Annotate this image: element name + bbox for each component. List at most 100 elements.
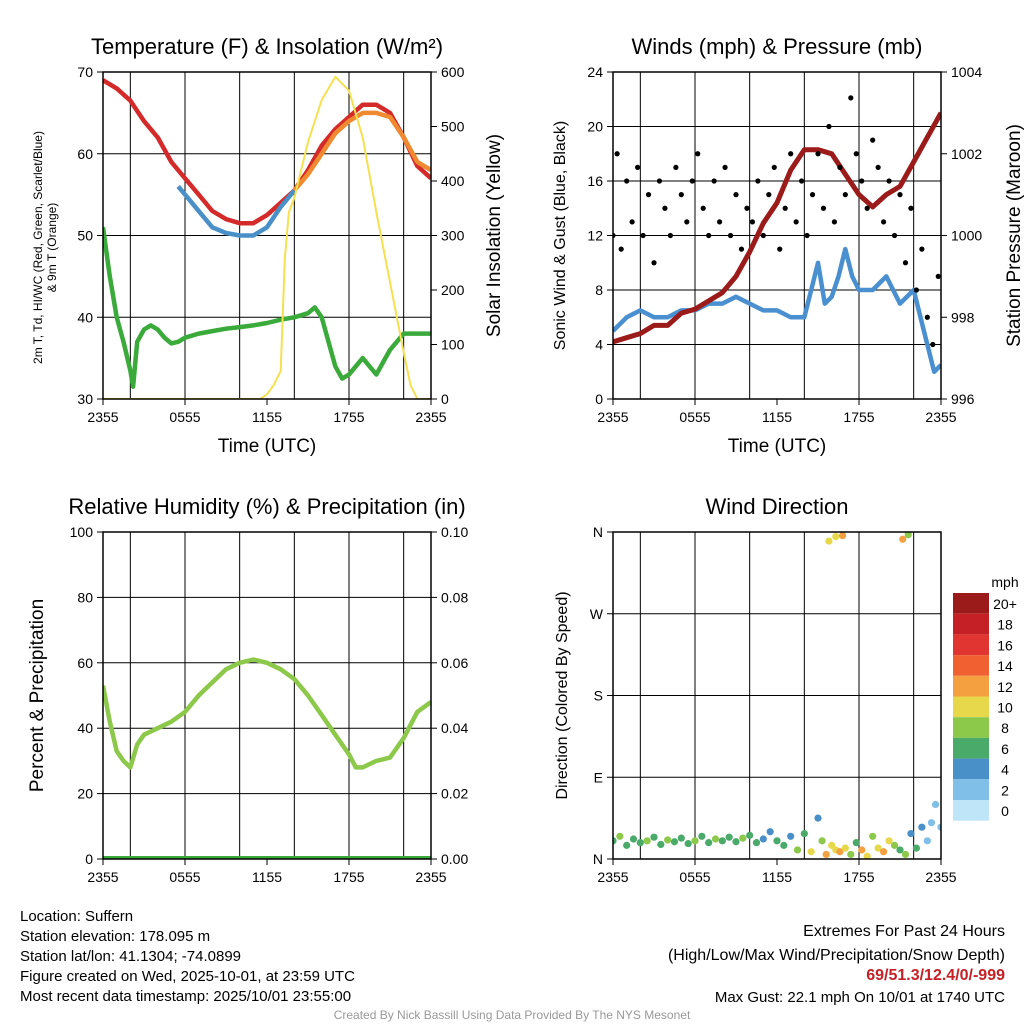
direction-point	[822, 850, 830, 859]
legend-label: 10	[997, 700, 1013, 716]
legend-label: 6	[1001, 741, 1009, 757]
gust-point	[859, 178, 865, 184]
gust-point	[935, 273, 941, 279]
series-line-wind	[613, 246, 941, 375]
panel-3	[607, 531, 942, 865]
y2-tick-label: 0.06	[441, 655, 468, 671]
gust-point	[645, 192, 652, 198]
x-tick-label: 0555	[679, 869, 710, 885]
y2-tick-label: 1004	[951, 64, 982, 80]
direction-point	[847, 850, 855, 859]
y-tick-label: 40	[77, 309, 93, 325]
y2-tick-label: 0.02	[441, 786, 468, 802]
y2-tick-label: 0.08	[441, 589, 468, 605]
y2-tick-label: 996	[951, 391, 975, 407]
y-tick-label: 40	[77, 720, 93, 736]
x-tick-label: 1755	[843, 869, 874, 885]
y2-tick-label: 998	[951, 309, 975, 325]
direction-point	[907, 829, 915, 838]
x-tick-label: 2355	[87, 409, 118, 425]
y-axis-label: Percent & Precipitation	[27, 599, 48, 792]
gust-point	[875, 164, 881, 170]
direction-point	[691, 837, 699, 845]
gust-point	[782, 205, 788, 211]
x-tick-label: 2355	[925, 869, 956, 885]
legend-label: 16	[997, 637, 1013, 653]
direction-point	[931, 800, 940, 809]
y-tick-label: 8	[595, 282, 603, 298]
gust-point	[700, 205, 706, 211]
gust-point	[635, 164, 641, 170]
gust-point	[744, 205, 750, 211]
chart-title: Wind Direction	[705, 494, 848, 519]
x-tick-label: 1755	[333, 869, 364, 885]
y2-axis-label: Solar Insolation (Yellow)	[484, 134, 505, 337]
gust-point	[624, 178, 630, 184]
y-tick-label: 100	[70, 524, 94, 540]
gust-point	[766, 192, 772, 198]
max-gust: Max Gust: 22.1 mph On 10/01 at 1740 UTC	[715, 989, 1005, 1006]
direction-point	[885, 837, 893, 845]
gust-point	[749, 219, 756, 225]
y-tick-label: 50	[77, 228, 93, 244]
direction-point	[718, 837, 726, 845]
y2-tick-label: 400	[441, 173, 465, 189]
legend-swatch	[953, 593, 989, 614]
gust-point	[886, 178, 892, 184]
y-tick-label: N	[593, 851, 603, 867]
x-tick-label: 0555	[169, 869, 200, 885]
chart-title: Winds (mph) & Pressure (mb)	[632, 34, 923, 59]
y2-tick-label: 500	[441, 119, 465, 135]
gust-point	[727, 232, 734, 239]
y-tick-label: S	[594, 688, 603, 704]
panel-1	[607, 71, 947, 405]
direction-point	[899, 535, 907, 543]
footer-info-line: Station elevation: 178.095 m	[20, 928, 210, 945]
series-line-hi-wc	[176, 184, 297, 238]
x-axis-label: Time (UTC)	[218, 436, 317, 457]
direction-point	[629, 835, 638, 843]
gust-point	[913, 287, 920, 293]
gust-point	[678, 192, 684, 198]
gust-point	[640, 232, 646, 239]
y-tick-label: 16	[587, 173, 603, 189]
y2-tick-label: 600	[441, 64, 465, 80]
direction-point	[623, 841, 631, 849]
gust-point	[793, 219, 799, 225]
plot-frame	[612, 71, 942, 400]
direction-point	[904, 532, 912, 539]
x-tick-label: 2355	[597, 869, 628, 885]
legend-swatch	[953, 634, 989, 656]
direction-point	[643, 837, 651, 845]
direction-point	[613, 837, 617, 845]
direction-point	[616, 832, 624, 840]
direction-point	[890, 841, 899, 849]
gust-point	[788, 151, 794, 157]
x-tick-label: 0555	[679, 409, 710, 425]
direction-point	[664, 836, 672, 844]
x-tick-label: 1155	[252, 409, 282, 425]
direction-point	[759, 835, 767, 843]
y2-tick-label: 0.10	[441, 524, 468, 540]
plot-area	[103, 657, 431, 859]
direction-point	[852, 839, 860, 847]
direction-point	[937, 823, 941, 831]
y-axis-label: Sonic Wind & Gust (Blue, Black)	[552, 121, 569, 350]
series-line-td	[103, 226, 431, 389]
legend-label: 12	[997, 679, 1013, 695]
x-tick-label: 2355	[87, 869, 118, 885]
direction-point	[752, 839, 761, 847]
y-axis-label-line2: & 9m T (Orange)	[45, 203, 59, 293]
direction-point	[787, 832, 795, 840]
gust-point	[711, 178, 717, 184]
x-tick-label: 1155	[762, 869, 792, 885]
extremes-values: 69/51.3/12.4/0/-999	[866, 967, 1005, 984]
y2-tick-label: 100	[441, 337, 465, 353]
gust-point	[842, 192, 848, 198]
gust-point	[777, 246, 783, 252]
panel-2	[97, 531, 437, 865]
footer-info-line: Location: Suffern	[20, 908, 133, 925]
y2-tick-label: 1000	[951, 228, 982, 244]
direction-point	[918, 823, 926, 831]
legend-swatch	[953, 758, 989, 780]
